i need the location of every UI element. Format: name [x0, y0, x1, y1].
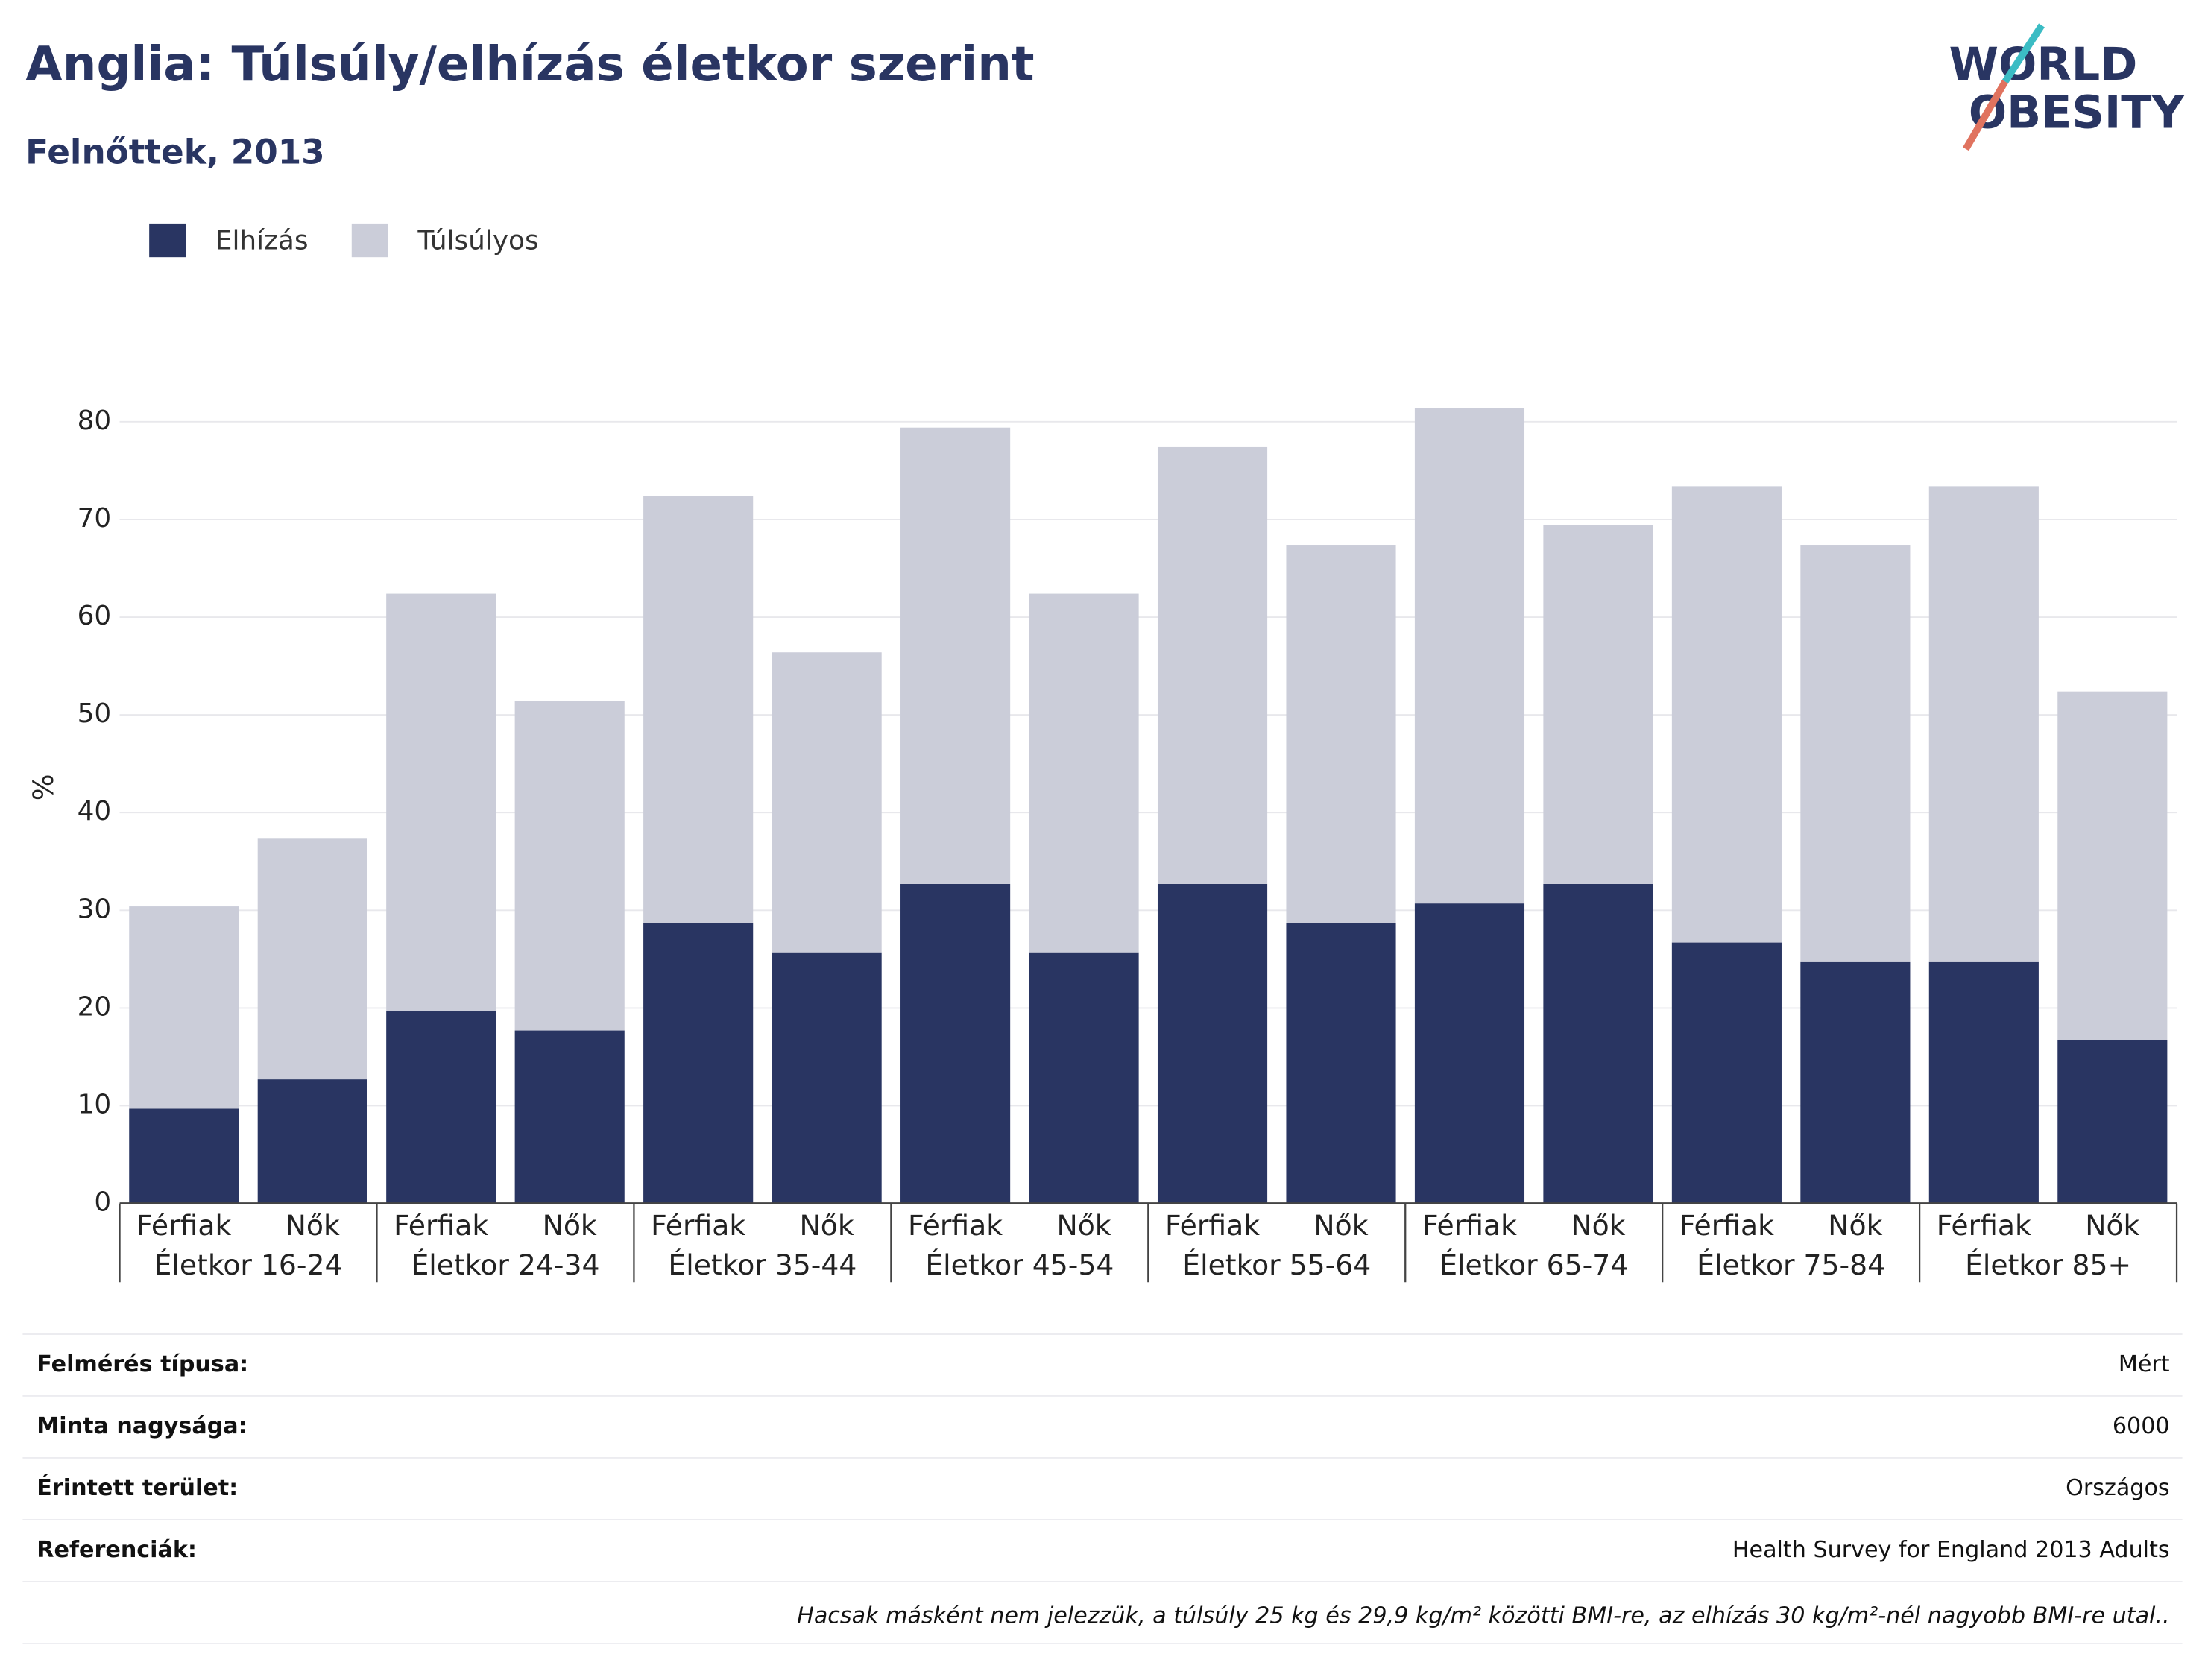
bar-segment — [1414, 903, 1525, 1204]
chart-subtitle: Felnőttek, 2013 — [25, 132, 325, 171]
bar-segment — [772, 652, 882, 953]
bar-segment — [900, 883, 1011, 1204]
row-value: Health Survey for England 2013 Adults — [1732, 1537, 2170, 1563]
x-tick-label: Férfiak — [651, 1209, 745, 1242]
y-tick-label: 0 — [94, 1187, 111, 1218]
bar-segment — [1543, 883, 1653, 1204]
logo-text: WORLD — [1949, 39, 2137, 91]
y-tick-label: 50 — [78, 698, 112, 729]
bar-segment — [1029, 952, 1139, 1204]
y-tick-label: 10 — [78, 1089, 112, 1120]
y-tick-label: 30 — [78, 894, 112, 924]
logo-text: OBESITY — [1969, 86, 2186, 139]
bar-segment — [1286, 545, 1396, 923]
group-label: Életkor 24-34 — [411, 1248, 599, 1281]
bar-segment — [643, 496, 754, 923]
bar-segment — [1928, 961, 2039, 1204]
group-label: Életkor 65-74 — [1439, 1248, 1628, 1281]
row-key: Minta nagysága: — [37, 1413, 247, 1439]
bar-segment — [129, 906, 239, 1109]
bar-segment — [643, 923, 754, 1204]
bar-segment — [772, 952, 882, 1204]
x-tick-label: Férfiak — [1422, 1209, 1517, 1242]
row-value: 6000 — [2113, 1413, 2170, 1439]
bar-segment — [1414, 408, 1525, 904]
chart-title: Anglia: Túlsúly/elhízás életkor szerint — [25, 37, 1034, 92]
row-key: Érintett terület: — [37, 1474, 238, 1501]
footnote: Hacsak másként nem jelezzük, a túlsúly 2… — [797, 1603, 2169, 1629]
group-label: Életkor 16-24 — [154, 1248, 343, 1281]
y-tick-label: 60 — [78, 601, 112, 631]
x-tick-label: Nők — [2085, 1209, 2139, 1242]
x-tick-label: Nők — [1828, 1209, 1882, 1242]
x-tick-label: Férfiak — [1937, 1209, 2031, 1242]
bar-segment — [1157, 446, 1268, 884]
y-tick-label: 80 — [78, 405, 112, 436]
bar-segment — [1671, 942, 1782, 1204]
bar-segment — [1286, 923, 1396, 1204]
group-label: Életkor 45-54 — [925, 1248, 1114, 1281]
bar-segment — [1543, 525, 1653, 884]
legend-label: Túlsúlyos — [417, 225, 538, 256]
bar-segment — [2057, 691, 2168, 1040]
x-tick-label: Nők — [1313, 1209, 1368, 1242]
x-tick-label: Férfiak — [394, 1209, 488, 1242]
x-tick-label: Férfiak — [136, 1209, 231, 1242]
bar-segment — [2057, 1040, 2168, 1204]
bar-segment — [1800, 545, 1911, 962]
bar-segment — [1800, 961, 1911, 1204]
bar-segment — [129, 1108, 239, 1204]
bar-segment — [514, 1030, 625, 1204]
bar-segment — [900, 427, 1011, 884]
x-tick-label: Nők — [800, 1209, 854, 1242]
legend-swatch — [351, 223, 388, 258]
group-label: Életkor 85+ — [1965, 1248, 2131, 1281]
row-value: Országos — [2066, 1475, 2169, 1501]
bar-segment — [1157, 883, 1268, 1204]
group-label: Életkor 35-44 — [668, 1248, 857, 1281]
legend-swatch — [149, 223, 186, 258]
logo-slash — [1963, 80, 2009, 151]
x-tick-label: Férfiak — [1679, 1209, 1774, 1242]
bar-segment — [1928, 486, 2039, 962]
x-tick-label: Nők — [1056, 1209, 1111, 1242]
y-tick-label: 40 — [78, 796, 112, 827]
x-tick-label: Nők — [286, 1209, 340, 1242]
legend-label: Elhízás — [215, 225, 309, 256]
x-tick-label: Férfiak — [1165, 1209, 1260, 1242]
bar-segment — [386, 1011, 496, 1204]
bar-segment — [514, 701, 625, 1031]
group-label: Életkor 75-84 — [1697, 1248, 1885, 1281]
logo-slash — [2001, 23, 2045, 83]
bar-segment — [257, 838, 368, 1080]
row-value: Mért — [2119, 1351, 2170, 1377]
y-tick-label: 20 — [78, 991, 112, 1022]
bar-segment — [386, 593, 496, 1011]
group-label: Életkor 55-64 — [1182, 1248, 1371, 1281]
bar-segment — [1029, 593, 1139, 953]
x-tick-label: Nők — [1571, 1209, 1625, 1242]
row-key: Referenciák: — [37, 1537, 197, 1563]
row-key: Felmérés típusa: — [37, 1351, 248, 1377]
bar-segment — [257, 1079, 368, 1204]
x-tick-label: Férfiak — [908, 1209, 1003, 1242]
x-tick-label: Nők — [543, 1209, 597, 1242]
y-tick-label: 70 — [78, 503, 112, 534]
bar-segment — [1671, 486, 1782, 943]
y-axis-label: % — [27, 774, 60, 800]
